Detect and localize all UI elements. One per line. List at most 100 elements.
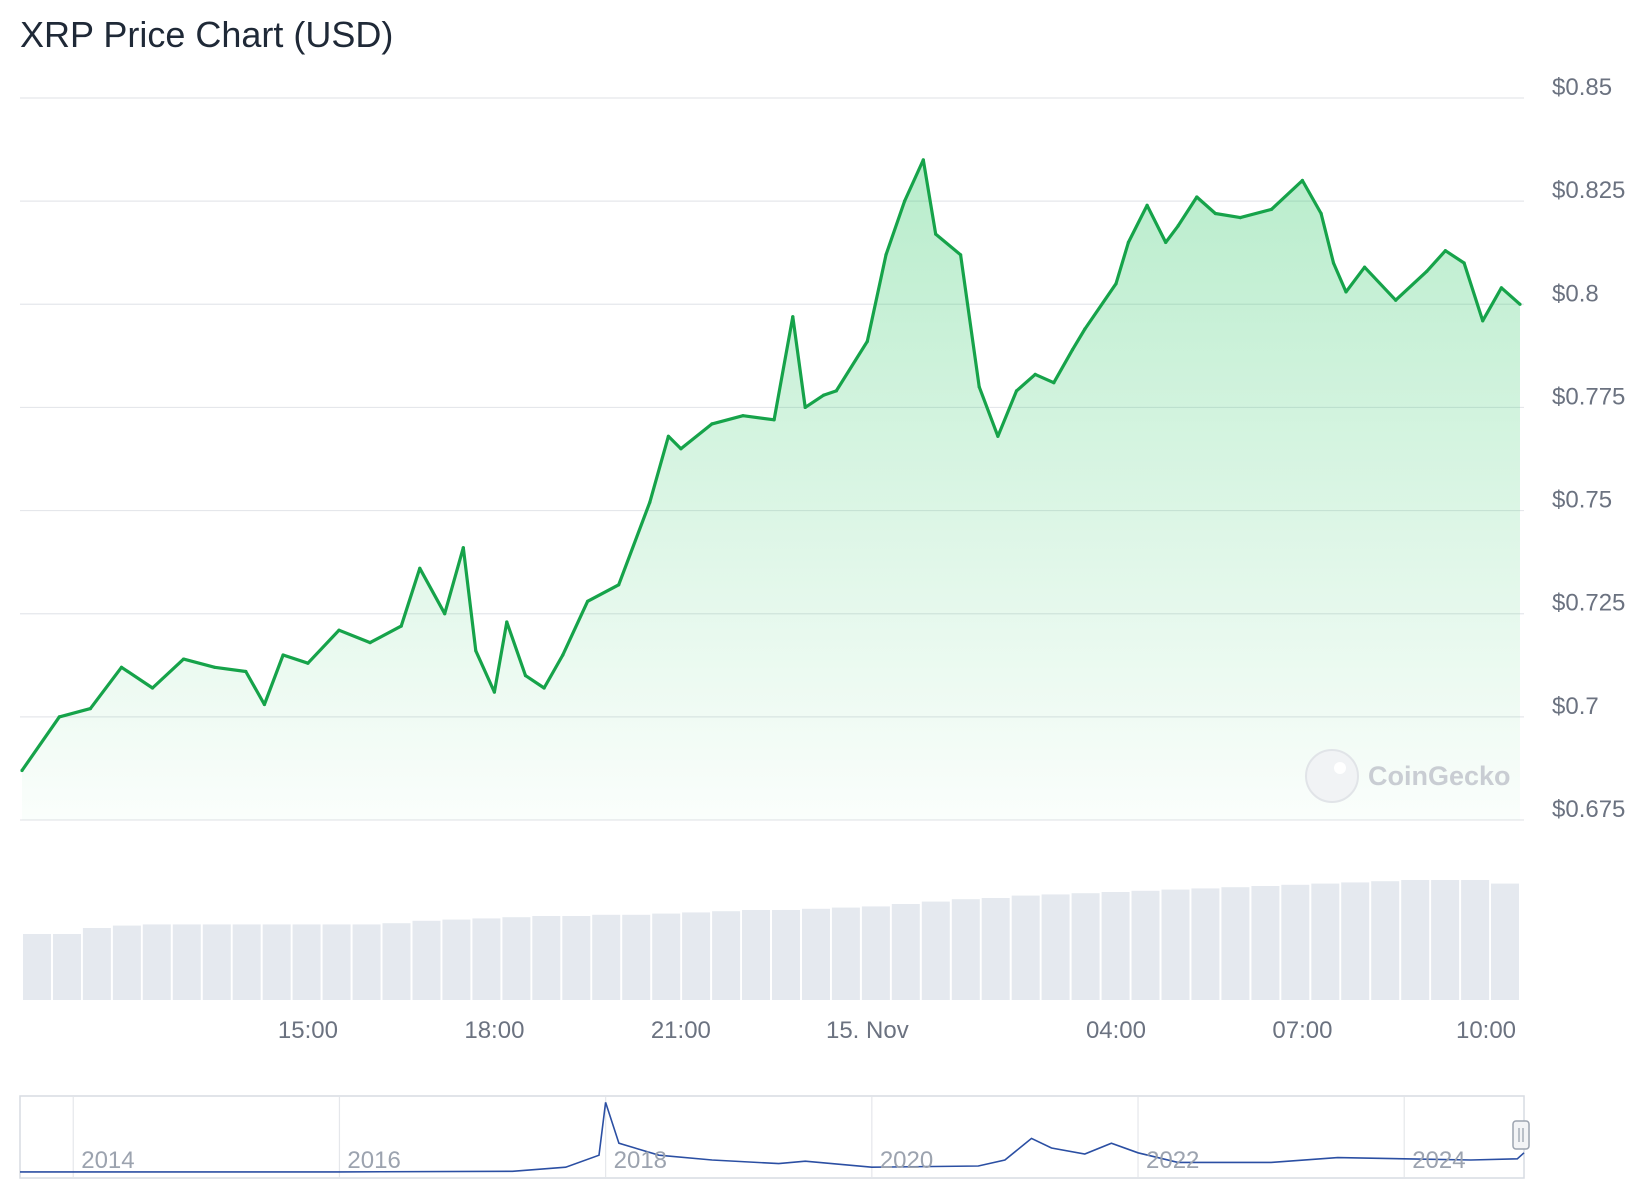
- price-point: [337, 628, 341, 632]
- price-point: [666, 434, 671, 438]
- volume-bar: [1461, 880, 1490, 1000]
- price-point: [1164, 240, 1168, 244]
- navigator-year-label: 2022: [1146, 1147, 1199, 1174]
- price-point: [492, 690, 496, 694]
- price-point: [865, 339, 869, 343]
- volume-bar: [1491, 883, 1519, 1000]
- volume-bar: [622, 914, 651, 1000]
- y-tick-label: $0.775: [1552, 383, 1625, 410]
- price-point: [959, 253, 963, 257]
- price-points: [20, 158, 1522, 773]
- price-point: [1363, 265, 1367, 269]
- volume-bar: [262, 924, 291, 1000]
- volume-bar: [562, 916, 591, 1000]
- coingecko-watermark: CoinGecko: [1305, 749, 1511, 803]
- volume-bar: [712, 911, 741, 1000]
- volume-bar: [921, 901, 950, 1000]
- volume-bar: [1311, 883, 1340, 1000]
- volume-bar: [891, 904, 920, 1000]
- volume-bar: [652, 913, 681, 1000]
- price-point: [1114, 282, 1118, 286]
- price-point: [1518, 302, 1522, 306]
- price-point: [213, 665, 217, 669]
- price-point: [523, 674, 528, 678]
- price-point: [617, 583, 621, 587]
- volume-bar: [142, 924, 171, 1000]
- price-point: [996, 434, 1000, 438]
- price-point: [150, 686, 155, 690]
- price-point: [834, 389, 838, 393]
- volume-bar: [1041, 894, 1070, 1000]
- price-point: [505, 620, 509, 624]
- volume-bar: [172, 924, 201, 1000]
- x-tick-label: 18:00: [464, 1017, 524, 1044]
- price-point: [561, 653, 565, 657]
- y-tick-label: $0.825: [1552, 177, 1625, 204]
- chart-title: XRP Price Chart (USD): [20, 14, 394, 55]
- navigator-year-label: 2016: [347, 1147, 400, 1174]
- price-point: [1331, 261, 1336, 265]
- navigator-grid: [72, 1097, 1405, 1177]
- price-point: [88, 707, 92, 711]
- volume-bar: [232, 924, 261, 1000]
- x-tick-label: 07:00: [1272, 1017, 1332, 1044]
- volume-bar: [53, 934, 81, 1000]
- navigator-year-label: 2018: [614, 1147, 667, 1174]
- volume-bar: [1161, 889, 1190, 1000]
- volume-bar: [472, 918, 501, 1000]
- volume-bar: [1281, 884, 1310, 1000]
- price-point: [1481, 319, 1485, 323]
- price-point: [542, 686, 546, 690]
- navigator-year-label: 2020: [880, 1147, 933, 1174]
- volume-bar: [1071, 893, 1100, 1000]
- price-point: [474, 649, 478, 653]
- volume-bar: [202, 924, 231, 1000]
- price-point: [461, 546, 465, 550]
- volume-bar: [442, 919, 471, 1000]
- price-point: [1126, 240, 1130, 244]
- price-point: [1033, 372, 1037, 376]
- price-point: [741, 414, 745, 418]
- volume-bar: [292, 924, 321, 1000]
- price-point: [1070, 348, 1075, 352]
- price-point: [586, 599, 590, 603]
- volume-bar: [382, 923, 411, 1000]
- volume-bar: [1011, 895, 1040, 1000]
- price-point: [1052, 381, 1056, 385]
- price-point: [934, 232, 938, 236]
- price-point: [1176, 224, 1180, 228]
- volume-bar: [112, 925, 141, 1000]
- y-tick-label: $0.725: [1552, 590, 1625, 617]
- volume-bar: [831, 907, 860, 1000]
- price-point: [182, 657, 186, 661]
- y-tick-label: $0.85: [1552, 74, 1612, 101]
- volume-bar: [412, 920, 441, 1000]
- price-point: [903, 199, 907, 203]
- price-point: [1014, 389, 1019, 393]
- navigator-year-label: 2014: [81, 1147, 134, 1174]
- price-point: [1425, 269, 1429, 273]
- x-tick-label: 15:00: [278, 1017, 338, 1044]
- price-point: [1195, 195, 1199, 199]
- y-tick-label: $0.75: [1552, 487, 1612, 514]
- price-point: [262, 702, 266, 707]
- navigator-labels: 2014 2016 2018 2020 2022 2024: [81, 1147, 1465, 1174]
- price-point: [921, 158, 925, 162]
- navigator-frame: [19, 1095, 1525, 1179]
- volume-bar: [742, 910, 770, 1000]
- price-point: [710, 422, 714, 426]
- x-tick-label: 15. Nov: [826, 1017, 909, 1044]
- price-point: [1499, 286, 1503, 290]
- volume-bar: [82, 928, 111, 1000]
- watermark-text: CoinGecko: [1368, 761, 1511, 791]
- price-point: [443, 612, 447, 616]
- x-tick-label: 04:00: [1086, 1017, 1146, 1044]
- price-point: [1394, 298, 1398, 302]
- navigator-handle[interactable]: [1512, 1120, 1530, 1150]
- price-point: [1213, 211, 1217, 216]
- volume-bars: [23, 880, 1519, 1000]
- price-point: [648, 500, 652, 504]
- navigator[interactable]: 2014 2016 2018 2020 2022 2024: [19, 1095, 1530, 1179]
- y-tick-label: $0.8: [1552, 280, 1599, 307]
- price-point: [1300, 178, 1304, 183]
